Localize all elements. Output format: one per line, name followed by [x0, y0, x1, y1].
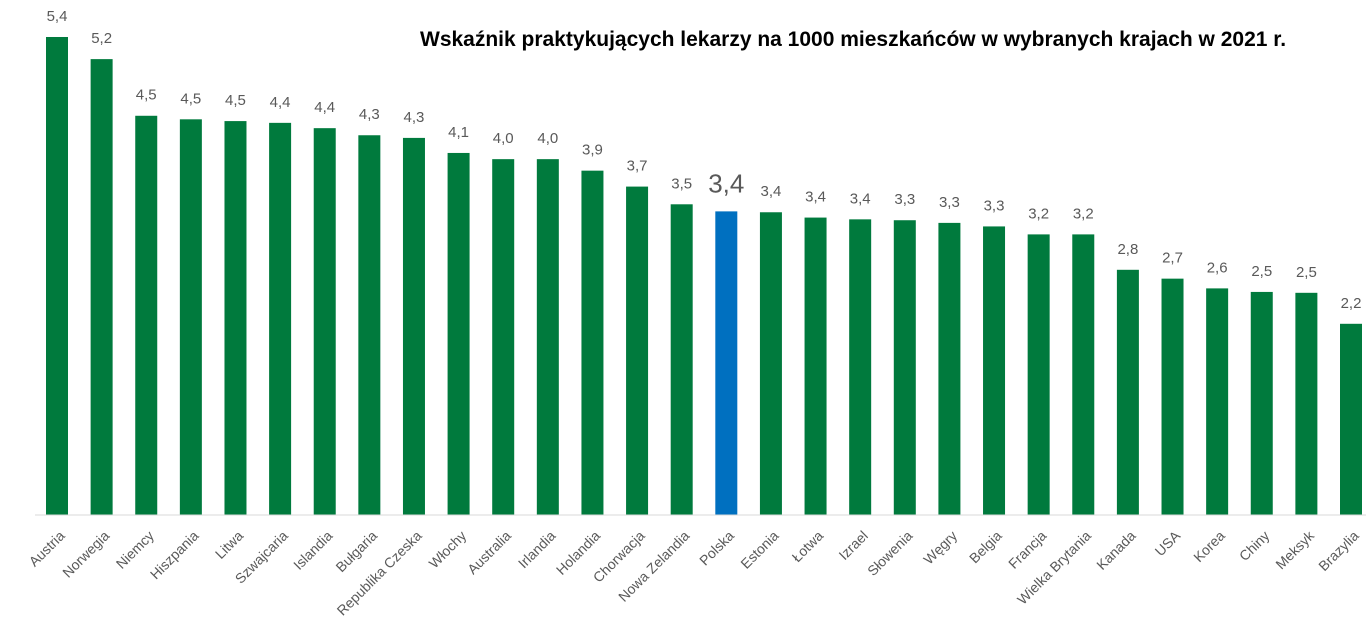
x-tick-label: Hiszpania: [147, 527, 202, 582]
x-tick-label: Kanada: [1093, 527, 1139, 573]
bar: [224, 121, 247, 515]
x-tick-label: Estonia: [737, 527, 781, 571]
bar: [1027, 234, 1050, 515]
x-tick-label: Irlandia: [515, 527, 559, 571]
bar: [447, 152, 470, 516]
x-tick-label: Korea: [1190, 527, 1228, 565]
bar: [893, 220, 916, 515]
chart-title: Wskaźnik praktykujących lekarzy na 1000 …: [420, 28, 1287, 51]
x-tick-label: Brazylia: [1315, 527, 1362, 574]
value-label: 5,4: [47, 8, 68, 25]
value-label: 4,3: [404, 109, 425, 126]
x-tick-label: Norwegia: [59, 527, 112, 580]
value-label: 5,2: [91, 30, 112, 47]
bar: [135, 115, 158, 515]
value-label: 4,0: [493, 130, 514, 147]
bar: [581, 170, 604, 515]
bar: [402, 137, 425, 516]
x-tick-label: Łotwa: [789, 527, 827, 565]
bar: [269, 122, 292, 516]
value-label: 3,4: [708, 168, 744, 198]
value-label: 2,5: [1251, 263, 1272, 280]
value-label: 4,0: [537, 130, 558, 147]
value-label: 3,5: [671, 175, 692, 192]
value-label: 4,4: [314, 99, 335, 116]
bar: [1072, 234, 1095, 515]
x-tick-label: USA: [1152, 527, 1184, 559]
x-tick-label: Republika Czeska: [334, 527, 425, 618]
x-tick-label: Włochy: [426, 527, 470, 571]
bar: [804, 217, 827, 515]
bar: [1206, 288, 1229, 515]
x-tick-label: Węgry: [920, 527, 960, 567]
bar: [983, 226, 1006, 515]
bar: [626, 186, 649, 515]
bar: [1116, 269, 1139, 515]
bar: [1340, 323, 1362, 515]
value-label: 4,1: [448, 124, 469, 141]
value-label: 2,2: [1341, 295, 1362, 312]
x-tick-label: Australia: [464, 527, 514, 577]
value-label: 3,3: [939, 194, 960, 211]
value-label: 3,3: [984, 197, 1005, 214]
x-tick-label: Francja: [1005, 527, 1049, 571]
bar: [849, 219, 872, 515]
x-tick-label: Meksyk: [1272, 527, 1318, 573]
value-label: 4,5: [225, 92, 246, 109]
bar: [492, 159, 515, 515]
value-label: 3,9: [582, 142, 603, 159]
value-label: 4,3: [359, 106, 380, 123]
x-tick-label: Polska: [696, 527, 737, 568]
bar: [313, 128, 336, 515]
x-tick-label: Islandia: [290, 527, 336, 573]
value-label: 2,5: [1296, 264, 1317, 281]
x-tick-label: Słowenia: [864, 527, 916, 579]
bar: [1295, 292, 1318, 515]
value-label: 3,4: [805, 189, 826, 206]
bar: [670, 204, 693, 515]
bar: [1161, 278, 1184, 515]
x-tick-label: Chiny: [1236, 527, 1273, 564]
bar: [715, 211, 738, 515]
value-label: 2,8: [1117, 241, 1138, 258]
value-label: 3,2: [1028, 205, 1049, 222]
bar: [536, 159, 559, 515]
value-label: 4,4: [270, 94, 291, 111]
value-label: 4,5: [180, 90, 201, 107]
x-tick-label: Niemcy: [113, 527, 157, 571]
value-label: 3,4: [850, 190, 871, 207]
bar: [1250, 291, 1273, 515]
bar: [179, 119, 202, 515]
value-label: 3,3: [894, 191, 915, 208]
x-tick-label: Austria: [26, 527, 68, 569]
value-label: 3,4: [761, 183, 782, 200]
value-label: 2,6: [1207, 259, 1228, 276]
bar: [938, 222, 961, 515]
x-tick-label: Belgia: [966, 527, 1005, 566]
bar: [358, 135, 381, 515]
bar: [46, 36, 68, 515]
x-tick-label: Litwa: [212, 527, 247, 562]
value-label: 2,7: [1162, 250, 1183, 267]
bar: [90, 59, 113, 515]
value-label: 3,7: [627, 158, 648, 175]
value-label: 4,5: [136, 87, 157, 104]
x-tick-label: Izrael: [835, 527, 871, 563]
value-label: 3,2: [1073, 205, 1094, 222]
bar: [759, 212, 782, 515]
